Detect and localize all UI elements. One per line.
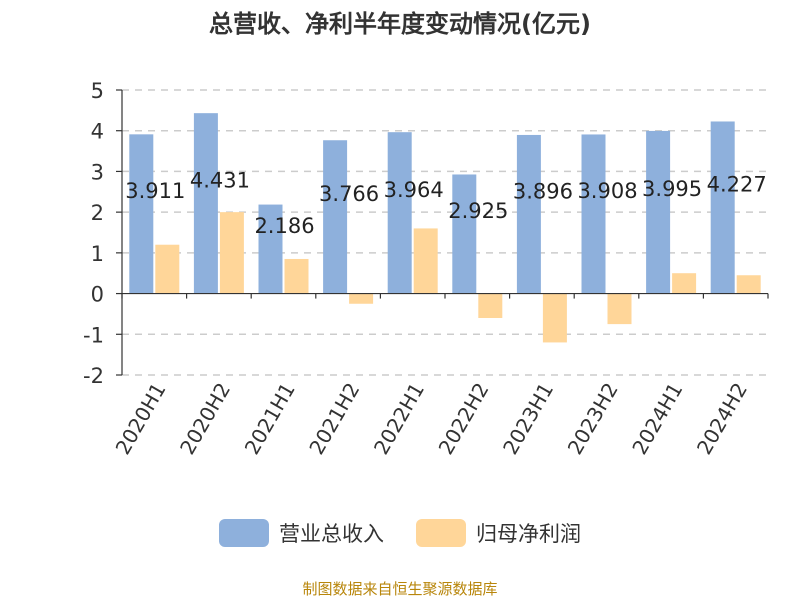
bar-net-profit[interactable] [219,212,244,294]
y-tick-label: 2 [91,201,104,225]
bar-revenue[interactable] [387,132,412,294]
x-tick-label: 2022H2 [434,379,494,459]
data-label-revenue: 3.896 [513,179,573,203]
bar-revenue[interactable] [516,134,541,294]
data-label-revenue: 3.766 [319,182,379,206]
x-tick-label: 2023H1 [498,379,558,459]
y-tick-label: 0 [91,283,104,307]
bar-revenue[interactable] [581,134,606,294]
data-label-revenue: 3.911 [125,179,185,203]
legend-label-revenue: 营业总收入 [279,522,384,546]
bar-revenue[interactable] [710,121,735,294]
y-tick-label: 1 [91,242,104,266]
legend-swatch-net-profit [416,519,466,547]
bar-net-profit[interactable] [736,275,761,294]
bar-revenue[interactable] [258,204,283,294]
y-tick-label: 5 [91,79,104,103]
bar-revenue[interactable] [323,140,348,294]
bar-revenue[interactable] [646,130,671,294]
x-tick-label: 2021H2 [304,379,364,459]
data-label-revenue: 4.227 [707,173,767,197]
bar-net-profit[interactable] [607,293,632,325]
legend-item-net-profit[interactable]: 归母净利润 [416,518,581,548]
x-tick-label: 2023H2 [563,379,623,459]
data-label-revenue: 2.925 [448,199,508,223]
x-tick-label: 2024H2 [692,379,752,459]
data-label-revenue: 3.995 [642,177,702,201]
data-label-revenue: 3.908 [577,179,637,203]
legend-swatch-revenue [219,519,269,547]
y-tick-label: 3 [91,160,104,184]
bar-net-profit[interactable] [284,258,309,294]
bar-net-profit[interactable] [413,228,438,294]
legend: 营业总收入 归母净利润 [0,518,800,548]
chart-title: 总营收、净利半年度变动情况(亿元) [209,10,591,38]
bar-net-profit[interactable] [542,293,567,343]
bar-revenue[interactable] [452,174,477,294]
data-label-revenue: 2.186 [254,214,314,238]
bar-net-profit[interactable] [349,293,374,304]
x-tick-label: 2022H1 [369,379,429,459]
x-tick-label: 2020H1 [111,379,171,459]
bar-net-profit[interactable] [478,293,503,318]
data-label-revenue: 4.431 [190,168,250,192]
bar-revenue[interactable] [129,134,154,294]
y-tick-label: -1 [83,323,104,347]
bar-revenue[interactable] [193,113,218,294]
x-tick-label: 2020H2 [175,379,235,459]
x-tick-label: 2021H1 [240,379,300,459]
bar-net-profit[interactable] [155,244,180,294]
legend-label-net-profit: 归母净利润 [476,522,581,546]
y-tick-label: -2 [83,364,104,388]
y-tick-label: 4 [91,120,104,144]
legend-item-revenue[interactable]: 营业总收入 [219,518,384,548]
bar-net-profit[interactable] [672,273,697,294]
data-label-revenue: 3.964 [384,178,444,202]
source-note: 制图数据来自恒生聚源数据库 [302,580,498,598]
x-tick-label: 2024H1 [627,379,687,459]
